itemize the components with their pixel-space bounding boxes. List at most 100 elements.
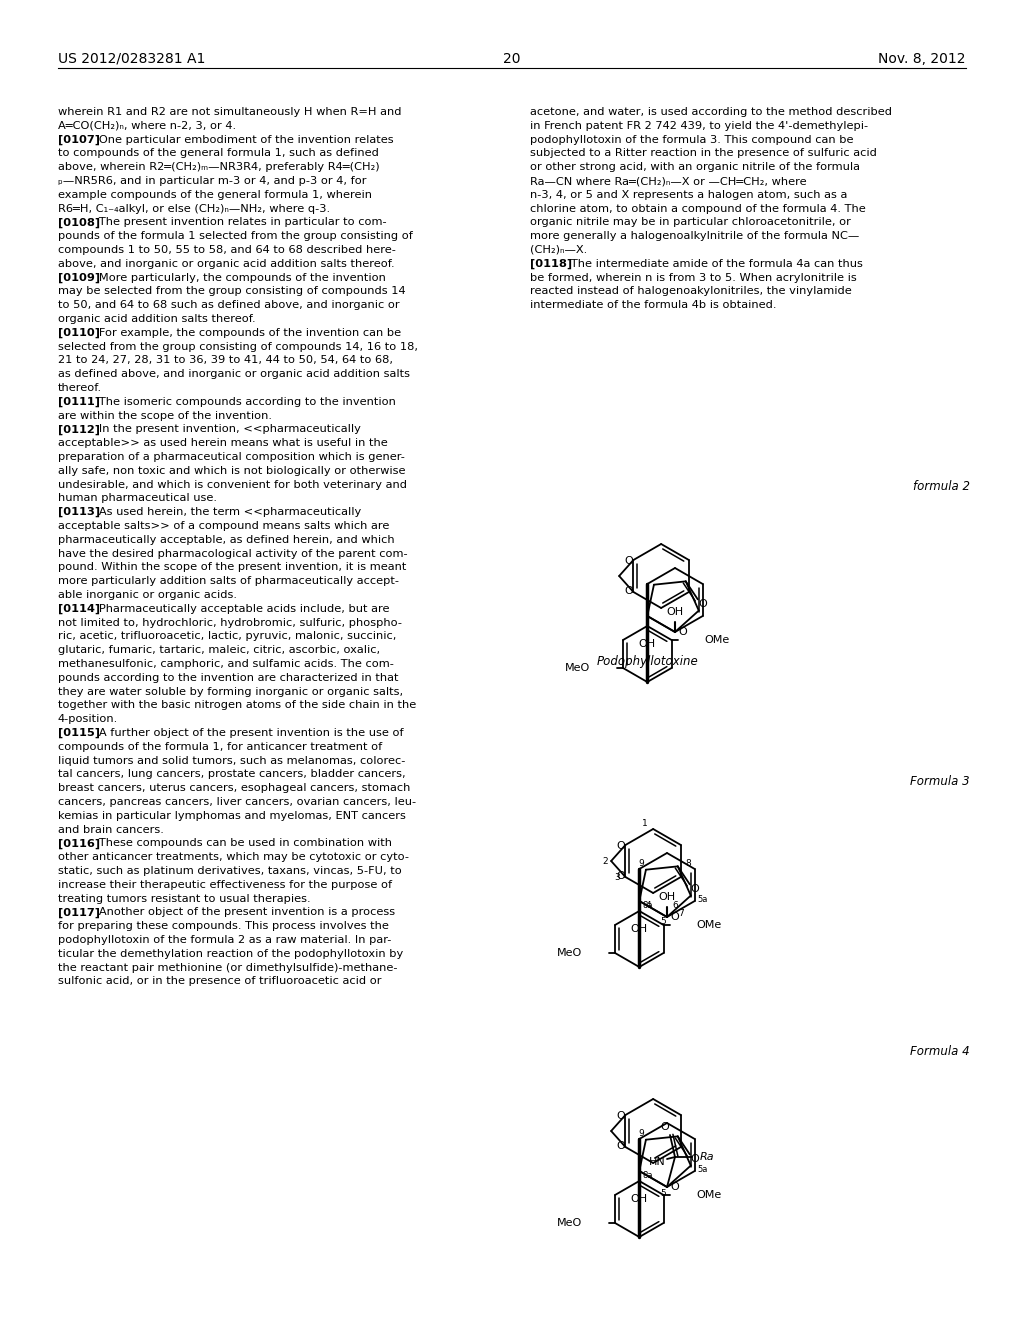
Text: the reactant pair methionine (or dimethylsulfide)-methane-: the reactant pair methionine (or dimethy… [58,962,397,973]
Text: organic nitrile may be in particular chloroacetonitrile, or: organic nitrile may be in particular chl… [530,218,851,227]
Text: O: O [671,1181,679,1192]
Text: O: O [698,599,708,610]
Text: 5: 5 [660,1188,666,1197]
Text: 4-position.: 4-position. [58,714,118,725]
Text: methanesulfonic, camphoric, and sulfamic acids. The com-: methanesulfonic, camphoric, and sulfamic… [58,659,394,669]
Text: [0108]: [0108] [58,218,100,227]
Text: [0109]: [0109] [58,273,100,282]
Text: HN: HN [648,1158,666,1167]
Text: together with the basic nitrogen atoms of the side chain in the: together with the basic nitrogen atoms o… [58,701,416,710]
Text: [0114]: [0114] [58,603,100,614]
Text: 3: 3 [614,873,621,882]
Text: pounds of the formula 1 selected from the group consisting of: pounds of the formula 1 selected from th… [58,231,413,242]
Text: for preparing these compounds. This process involves the: for preparing these compounds. This proc… [58,921,389,931]
Text: are within the scope of the invention.: are within the scope of the invention. [58,411,272,421]
Text: Pharmaceutically acceptable acids include, but are: Pharmaceutically acceptable acids includ… [88,603,389,614]
Text: thereof.: thereof. [58,383,102,393]
Text: [0107]: [0107] [58,135,100,145]
Text: be formed, wherein n is from 3 to 5. When acrylonitrile is: be formed, wherein n is from 3 to 5. Whe… [530,273,857,282]
Text: 21 to 24, 27, 28, 31 to 36, 39 to 41, 44 to 50, 54, 64 to 68,: 21 to 24, 27, 28, 31 to 36, 39 to 41, 44… [58,355,393,366]
Text: compounds 1 to 50, 55 to 58, and 64 to 68 described here-: compounds 1 to 50, 55 to 58, and 64 to 6… [58,246,396,255]
Text: increase their therapeutic effectiveness for the purpose of: increase their therapeutic effectiveness… [58,880,392,890]
Text: OMe: OMe [705,635,730,645]
Text: (CH₂)ₙ—X.: (CH₂)ₙ—X. [530,246,587,255]
Text: These compounds can be used in combination with: These compounds can be used in combinati… [88,838,392,849]
Text: O: O [660,1122,670,1133]
Text: O: O [624,586,633,597]
Text: Formula 3: Formula 3 [910,775,970,788]
Text: MeO: MeO [565,663,590,673]
Text: ₚ—NR5R6, and in particular m‐3 or 4, and p‐3 or 4, for: ₚ—NR5R6, and in particular m‐3 or 4, and… [58,176,367,186]
Text: tal cancers, lung cancers, prostate cancers, bladder cancers,: tal cancers, lung cancers, prostate canc… [58,770,406,779]
Text: able inorganic or organic acids.: able inorganic or organic acids. [58,590,237,601]
Text: [0110]: [0110] [58,327,100,338]
Text: [0113]: [0113] [58,507,100,517]
Text: to compounds of the general formula 1, such as defined: to compounds of the general formula 1, s… [58,148,379,158]
Text: and brain cancers.: and brain cancers. [58,825,164,834]
Text: 20: 20 [503,51,521,66]
Text: 5: 5 [660,917,666,927]
Text: acceptable salts>> of a compound means salts which are: acceptable salts>> of a compound means s… [58,521,389,531]
Text: reacted instead of halogenoakylonitriles, the vinylamide: reacted instead of halogenoakylonitriles… [530,286,852,297]
Text: 2: 2 [602,857,608,866]
Text: O: O [671,912,679,921]
Text: or other strong acid, with an organic nitrile of the formula: or other strong acid, with an organic ni… [530,162,860,172]
Text: kemias in particular lymphomas and myelomas, ENT cancers: kemias in particular lymphomas and myelo… [58,810,406,821]
Text: OMe: OMe [696,920,722,931]
Text: more particularly addition salts of pharmaceutically accept-: more particularly addition salts of phar… [58,577,399,586]
Text: subjected to a Ritter reaction in the presence of sulfuric acid: subjected to a Ritter reaction in the pr… [530,148,877,158]
Text: ric, acetic, trifluoroacetic, lactic, pyruvic, malonic, succinic,: ric, acetic, trifluoroacetic, lactic, py… [58,631,396,642]
Text: ticular the demethylation reaction of the podophyllotoxin by: ticular the demethylation reaction of th… [58,949,403,958]
Text: podophyllotoxin of the formula 3. This compound can be: podophyllotoxin of the formula 3. This c… [530,135,853,145]
Text: n‐3, 4, or 5 and X represents a halogen atom, such as a: n‐3, 4, or 5 and X represents a halogen … [530,190,848,199]
Text: ally safe, non toxic and which is not biologically or otherwise: ally safe, non toxic and which is not bi… [58,466,406,475]
Text: [0112]: [0112] [58,425,100,434]
Text: Ra: Ra [700,1152,715,1162]
Text: Nov. 8, 2012: Nov. 8, 2012 [879,51,966,66]
Text: acceptable>> as used herein means what is useful in the: acceptable>> as used herein means what i… [58,438,388,449]
Text: more generally a halogenoalkylnitrile of the formula NC—: more generally a halogenoalkylnitrile of… [530,231,859,242]
Text: One particular embodiment of the invention relates: One particular embodiment of the inventi… [88,135,393,145]
Text: O: O [679,627,687,638]
Text: to 50, and 64 to 68 such as defined above, and inorganic or: to 50, and 64 to 68 such as defined abov… [58,300,399,310]
Text: Another object of the present invention is a process: Another object of the present invention … [88,907,395,917]
Text: OMe: OMe [696,1191,722,1200]
Text: MeO: MeO [557,948,582,958]
Text: O: O [624,556,633,566]
Text: As used herein, the term <<pharmaceutically: As used herein, the term <<pharmaceutica… [88,507,360,517]
Text: The isomeric compounds according to the invention: The isomeric compounds according to the … [88,397,395,407]
Text: cancers, pancreas cancers, liver cancers, ovarian cancers, leu-: cancers, pancreas cancers, liver cancers… [58,797,416,807]
Text: static, such as platinum derivatives, taxans, vincas, 5-FU, to: static, such as platinum derivatives, ta… [58,866,401,876]
Text: preparation of a pharmaceutical composition which is gener-: preparation of a pharmaceutical composit… [58,451,404,462]
Text: 7: 7 [678,908,684,917]
Text: O: O [616,871,625,880]
Text: formula 2: formula 2 [913,480,970,492]
Text: not limited to, hydrochloric, hydrobromic, sulfuric, phospho-: not limited to, hydrochloric, hydrobromi… [58,618,402,627]
Text: selected from the group consisting of compounds 14, 16 to 18,: selected from the group consisting of co… [58,342,418,351]
Text: OH: OH [631,1195,648,1204]
Text: example compounds of the general formula 1, wherein: example compounds of the general formula… [58,190,372,199]
Text: human pharmaceutical use.: human pharmaceutical use. [58,494,217,503]
Text: The present invention relates in particular to com-: The present invention relates in particu… [88,218,386,227]
Text: above, wherein R2═(CH₂)ₘ—NR3R4, preferably R4═(CH₂): above, wherein R2═(CH₂)ₘ—NR3R4, preferab… [58,162,380,172]
Text: in French patent FR 2 742 439, to yield the 4'-demethylepi-: in French patent FR 2 742 439, to yield … [530,121,868,131]
Text: chlorine atom, to obtain a compound of the formula 4. The: chlorine atom, to obtain a compound of t… [530,203,865,214]
Text: breast cancers, uterus cancers, esophageal cancers, stomach: breast cancers, uterus cancers, esophage… [58,783,411,793]
Text: pharmaceutically acceptable, as defined herein, and which: pharmaceutically acceptable, as defined … [58,535,394,545]
Text: sulfonic acid, or in the presence of trifluoroacetic acid or: sulfonic acid, or in the presence of tri… [58,977,382,986]
Text: liquid tumors and solid tumors, such as melanomas, colorec-: liquid tumors and solid tumors, such as … [58,755,406,766]
Text: treating tumors resistant to usual therapies.: treating tumors resistant to usual thera… [58,894,310,904]
Text: intermediate of the formula 4b is obtained.: intermediate of the formula 4b is obtain… [530,300,776,310]
Text: undesirable, and which is convenient for both veterinary and: undesirable, and which is convenient for… [58,479,407,490]
Text: O: O [616,1111,625,1121]
Text: 4: 4 [645,900,651,909]
Text: Podophyllotoxine: Podophyllotoxine [596,656,698,668]
Text: OH: OH [631,924,648,935]
Text: compounds of the formula 1, for anticancer treatment of: compounds of the formula 1, for anticanc… [58,742,382,752]
Text: [0117]: [0117] [58,907,100,917]
Text: Ra—CN where Ra═(CH₂)ₙ—X or —CH═CH₂, where: Ra—CN where Ra═(CH₂)ₙ—X or —CH═CH₂, wher… [530,176,807,186]
Text: wherein R1 and R2 are not simultaneously H when R=H and: wherein R1 and R2 are not simultaneously… [58,107,401,117]
Text: glutaric, fumaric, tartaric, maleic, citric, ascorbic, oxalic,: glutaric, fumaric, tartaric, maleic, cit… [58,645,380,655]
Text: In the present invention, <<pharmaceutically: In the present invention, <<pharmaceutic… [88,425,360,434]
Text: For example, the compounds of the invention can be: For example, the compounds of the invent… [88,327,400,338]
